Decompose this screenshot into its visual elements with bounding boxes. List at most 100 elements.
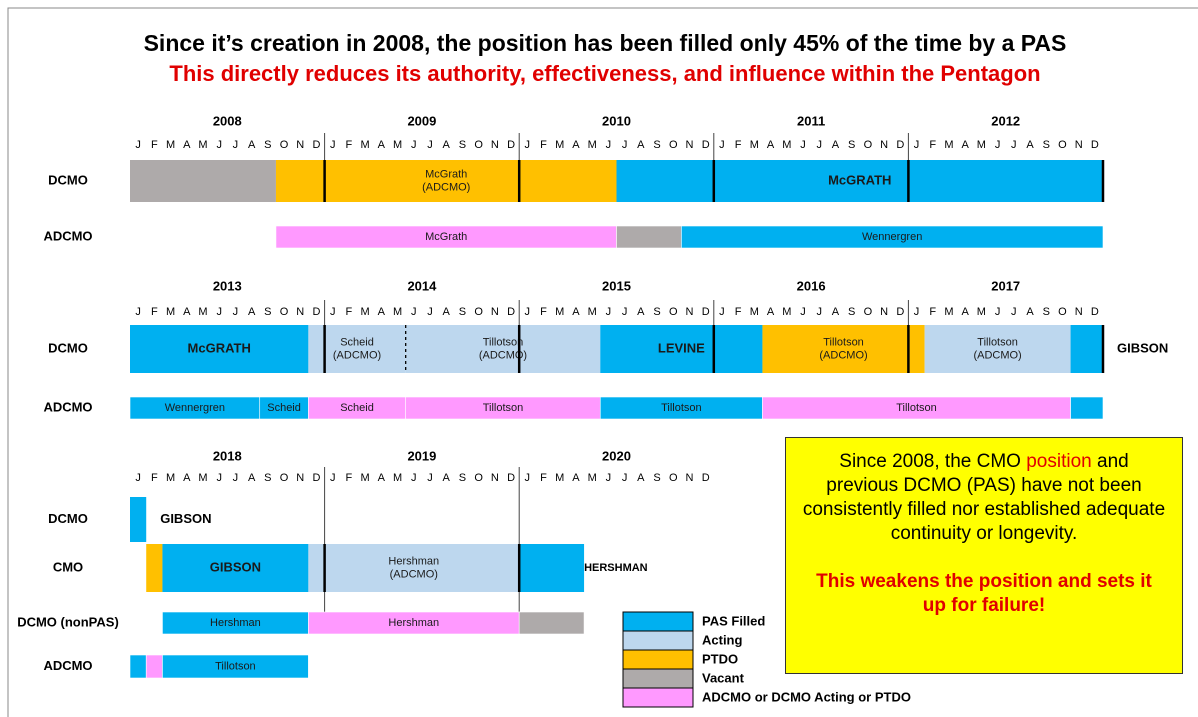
month-label: A [832,139,840,151]
month-label: J [427,306,433,318]
month-label: O [474,139,483,151]
month-label: A [767,306,775,318]
month-label: J [330,306,336,318]
month-label: A [637,306,645,318]
month-label: O [669,472,678,484]
year-label: 2016 [797,278,826,293]
month-label: F [540,139,547,151]
month-label: S [264,306,271,318]
segment-label: (ADCMO) [390,568,438,580]
segment-label: (ADCMO) [819,349,867,361]
month-label: A [443,139,451,151]
segment-label: GIBSON [210,559,261,574]
month-label: F [540,306,547,318]
month-label: A [378,306,386,318]
row-label: DCMO [48,340,88,355]
month-label: A [572,139,580,151]
month-label: M [166,306,175,318]
month-label: F [151,472,158,484]
month-label: J [411,306,417,318]
month-label: J [719,139,725,151]
callout-text: Since 2008, the CMO position and previou… [802,450,1166,546]
legend-label: PTDO [702,651,738,666]
month-label: J [233,139,239,151]
legend-swatch [622,630,694,651]
month-label: J [427,472,433,484]
month-label: J [427,139,433,151]
segment-label: Tillotson [483,336,524,348]
year-label: 2013 [213,278,242,293]
month-label: F [151,139,158,151]
callout-after: and previous DCMO (PAS) have not been co… [802,451,1166,544]
month-label: S [264,139,271,151]
month-label: J [525,472,531,484]
month-label: D [507,139,515,151]
month-label: O [864,306,873,318]
segment-label: McGRATH [188,340,251,355]
segment [146,544,163,592]
month-label: M [555,306,564,318]
month-label: J [330,139,336,151]
segment [162,654,309,679]
month-label: J [135,139,141,151]
month-label: A [183,472,191,484]
month-label: D [507,306,515,318]
month-label: M [782,306,791,318]
month-label: J [135,306,141,318]
segment-label: Tillotson [896,402,937,414]
segment [129,654,147,679]
segment-label: Hershman [210,617,261,629]
segment-label: Tillotson [215,660,256,672]
month-label: J [606,139,612,151]
segment [405,325,601,373]
month-label: J [216,139,222,151]
segment-label: Tillotson [661,402,702,414]
month-label: F [346,472,353,484]
segment [616,160,1103,202]
month-label: O [280,472,289,484]
month-label: M [750,306,759,318]
month-label: D [313,139,321,151]
legend-swatch [622,687,694,708]
month-label: M [361,472,370,484]
month-label: A [637,472,645,484]
month-label: M [198,306,207,318]
month-label: S [653,472,660,484]
month-label: N [296,472,304,484]
month-label: M [393,139,402,151]
segment [762,325,925,373]
segment-label: Scheid [267,402,301,414]
segment [681,225,1104,249]
month-label: N [685,472,693,484]
month-label: M [555,472,564,484]
month-label: J [606,306,612,318]
month-label: O [474,472,483,484]
month-label: A [443,306,451,318]
month-label: N [491,472,499,484]
segment [130,160,276,202]
segment [924,325,1071,373]
segment-label: Hershman [388,617,439,629]
row-label: DCMO [48,511,88,526]
month-label: J [1011,139,1017,151]
month-label: N [1075,139,1083,151]
frame [7,7,1198,717]
month-label: S [459,472,466,484]
month-label: O [1058,306,1067,318]
segment-label: (ADCMO) [479,349,527,361]
year-label: 2020 [602,448,631,463]
segment-label: McGRATH [828,172,891,187]
year-label: 2017 [991,278,1020,293]
month-label: J [622,472,628,484]
month-label: J [233,472,239,484]
month-label: N [685,306,693,318]
year-label: 2014 [407,278,437,293]
legend-swatch [622,668,694,689]
month-label: J [995,306,1001,318]
month-label: M [588,472,597,484]
month-label: N [880,306,888,318]
month-label: J [914,306,920,318]
month-label: F [735,306,742,318]
month-label: O [1058,139,1067,151]
segment-label: Wennergren [862,231,922,243]
